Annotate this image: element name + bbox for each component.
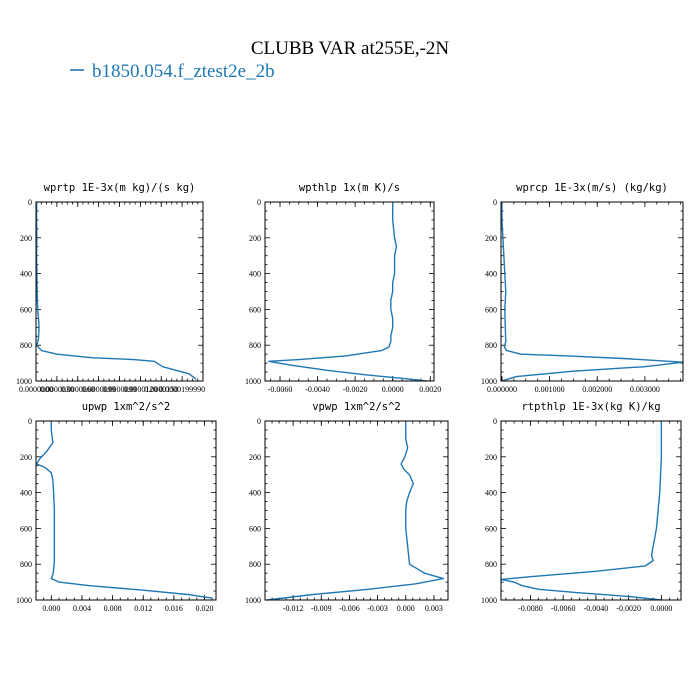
y-tick-label: 600 xyxy=(20,524,32,533)
figure-title: CLUBB VAR at255E,-2N xyxy=(251,38,450,59)
y-tick-label: 600 xyxy=(485,524,497,533)
panel-title: wprtp 1E-3x(m kg)/(s kg) xyxy=(44,182,196,194)
y-tick-label: 0 xyxy=(493,417,497,426)
y-tick-label: 1000 xyxy=(16,596,32,605)
y-tick-label: 400 xyxy=(20,489,32,498)
y-tick-label: 200 xyxy=(249,234,261,243)
y-tick-label: 400 xyxy=(249,489,261,498)
plot-frame xyxy=(35,420,217,601)
x-tick-label: 0.0020 xyxy=(419,385,441,394)
plot-frame xyxy=(264,420,449,601)
y-tick-label: 1000 xyxy=(481,377,497,386)
panel-title: vpwp 1xm^2/s^2 xyxy=(312,401,401,413)
plot-frame xyxy=(500,201,684,382)
y-tick-label: 0 xyxy=(28,198,32,207)
legend: b1850.054.f_ztest2e_2b xyxy=(70,61,275,82)
x-tick-label: 0.0000099 xyxy=(103,385,137,394)
profile-line xyxy=(501,202,684,382)
y-tick-label: 1000 xyxy=(245,377,261,386)
x-tick-label: -0.0020 xyxy=(343,385,368,394)
panel-title: upwp 1xm^2/s^2 xyxy=(82,401,171,413)
y-tick-label: 400 xyxy=(485,489,497,498)
y-tick-label: 600 xyxy=(20,305,32,314)
x-tick-label: 0.0000030 xyxy=(40,385,74,394)
x-tick-label: -0.0080 xyxy=(518,604,543,613)
y-tick-label: 0 xyxy=(257,198,261,207)
y-tick-label: 1000 xyxy=(481,596,497,605)
profile-line xyxy=(500,421,663,601)
y-tick-label: 600 xyxy=(485,305,497,314)
x-tick-label: -0.0040 xyxy=(584,604,609,613)
panel-title: wprcp 1E-3x(m/s) (kg/kg) xyxy=(516,182,668,194)
x-tick-label: -0.003 xyxy=(367,604,388,613)
panel-title: rtpthlp 1E-3x(kg K)/kg xyxy=(521,401,660,413)
x-tick-label: 0.0000199990 xyxy=(159,385,205,394)
x-tick-label: -0.0060 xyxy=(551,604,576,613)
y-tick-label: 800 xyxy=(20,560,32,569)
x-tick-label: -0.0040 xyxy=(305,385,330,394)
panel-1: wprtp 1E-3x(m kg)/(s kg) 0 200 400 600 800 100… xyxy=(16,182,205,394)
y-tick-label: 0 xyxy=(28,417,32,426)
x-tick-label: 0.0000099 xyxy=(82,385,116,394)
y-tick-label: 800 xyxy=(249,560,261,569)
profile-line xyxy=(268,202,427,382)
x-tick-label: 0.0000060 xyxy=(61,385,95,394)
y-tick-label: 0 xyxy=(257,417,261,426)
x-tick-label: 0.0000 xyxy=(382,385,404,394)
x-tick-label: 0.001000 xyxy=(535,385,565,394)
y-tick-label: 600 xyxy=(249,524,261,533)
profile-line xyxy=(36,421,213,599)
panel-title: wpthlp 1x(m K)/s xyxy=(299,182,400,194)
x-tick-label: 0.012 xyxy=(134,604,152,613)
panels: wprtp 1E-3x(m kg)/(s kg) 0 200 400 600 800 100… xyxy=(16,182,684,613)
x-tick-label: 0.016 xyxy=(165,604,183,613)
x-tick-label: -0.012 xyxy=(283,604,304,613)
y-tick-label: 800 xyxy=(485,341,497,350)
x-tick-label: 0.0000150 xyxy=(144,385,178,394)
x-tick-label: 0.000 xyxy=(42,604,60,613)
y-tick-label: 800 xyxy=(20,341,32,350)
y-tick-label: 800 xyxy=(249,341,261,350)
x-tick-label: 0.0000 xyxy=(650,604,672,613)
y-tick-label: 200 xyxy=(20,453,32,462)
legend-label: b1850.054.f_ztest2e_2b xyxy=(92,61,275,82)
x-tick-label: 0.0000000 xyxy=(19,385,53,394)
panel-4: upwp 1xm^2/s^2 0 200 400 600 800 1000 0.000 0.00… xyxy=(16,401,217,613)
profile-line xyxy=(266,421,445,601)
x-tick-label: 0.000 xyxy=(397,604,415,613)
y-tick-label: 400 xyxy=(20,270,32,279)
panel-5: vpwp 1xm^2/s^2 0 200 400 600 800 1000 -0.012 -0.… xyxy=(245,401,449,613)
x-tick-label: 0.002000 xyxy=(582,385,612,394)
x-tick-label: 0.008 xyxy=(104,604,122,613)
y-tick-label: 1000 xyxy=(245,596,261,605)
x-tick-label: 0.0000120 xyxy=(123,385,157,394)
x-tick-label: -0.0060 xyxy=(268,385,293,394)
x-tick-label: 0.004 xyxy=(73,604,91,613)
y-tick-label: 400 xyxy=(485,270,497,279)
y-tick-label: 200 xyxy=(20,234,32,243)
plot-frame xyxy=(500,420,682,601)
plot-frame xyxy=(264,201,435,382)
y-tick-label: 0 xyxy=(493,198,497,207)
x-tick-label: 0.003000 xyxy=(630,385,660,394)
x-tick-label: 0.003 xyxy=(425,604,443,613)
x-tick-label: 0.000000 xyxy=(487,385,517,394)
y-tick-label: 600 xyxy=(249,305,261,314)
y-tick-label: 800 xyxy=(485,560,497,569)
x-tick-label: -0.0020 xyxy=(616,604,641,613)
panel-3: wprcp 1E-3x(m/s) (kg/kg) 0 200 400 600 800 100… xyxy=(481,182,684,394)
panel-2: wpthlp 1x(m K)/s 0 200 400 600 800 1000 -0.0060… xyxy=(245,182,441,394)
plot-frame xyxy=(35,201,204,382)
y-tick-label: 200 xyxy=(249,453,261,462)
x-tick-label: 0.020 xyxy=(196,604,214,613)
x-tick-label: -0.006 xyxy=(339,604,360,613)
y-tick-label: 400 xyxy=(249,270,261,279)
panel-6: rtpthlp 1E-3x(kg K)/kg 0 200 400 600 800 1000 -… xyxy=(481,401,682,613)
y-tick-label: 1000 xyxy=(16,377,32,386)
y-tick-label: 200 xyxy=(485,453,497,462)
y-tick-label: 200 xyxy=(485,234,497,243)
profile-line xyxy=(35,201,197,380)
x-tick-label: -0.009 xyxy=(311,604,332,613)
